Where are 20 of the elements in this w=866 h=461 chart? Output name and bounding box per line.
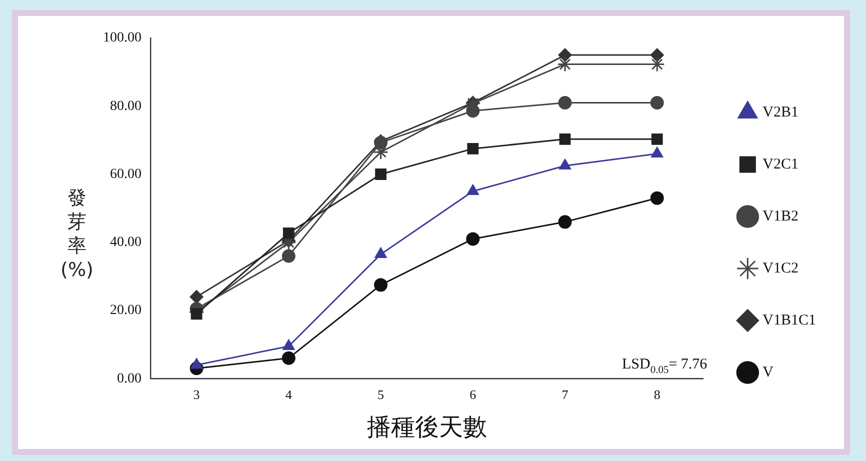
y-tick-label: 20.00: [110, 303, 142, 318]
x-tick-label: 8: [654, 386, 660, 402]
y-tick-label: 80.00: [110, 98, 142, 114]
y-tick-label: 40.00: [110, 235, 142, 250]
y-tick-label: 100.00: [103, 30, 142, 46]
y-tick-label: 0.00: [117, 371, 142, 386]
x-axis-title: 播種後天數: [366, 412, 487, 441]
legend-label: V1B1C1: [762, 312, 816, 328]
x-tick-label: 3: [193, 386, 200, 402]
legend-label: V1C2: [762, 260, 798, 276]
y-tick-label: 60.00: [110, 166, 142, 182]
x-tick-label: 7: [562, 386, 569, 402]
legend-label: V1B2: [762, 208, 798, 224]
legend-label: V: [762, 364, 774, 380]
legend-label: V2B1: [762, 104, 798, 120]
x-tick-label: 6: [470, 386, 477, 402]
x-tick-label: 4: [285, 386, 292, 402]
y-axis-title: 發芽率 (%): [60, 186, 94, 282]
legend-label: V2C1: [762, 156, 798, 172]
x-tick-label: 5: [378, 386, 384, 402]
